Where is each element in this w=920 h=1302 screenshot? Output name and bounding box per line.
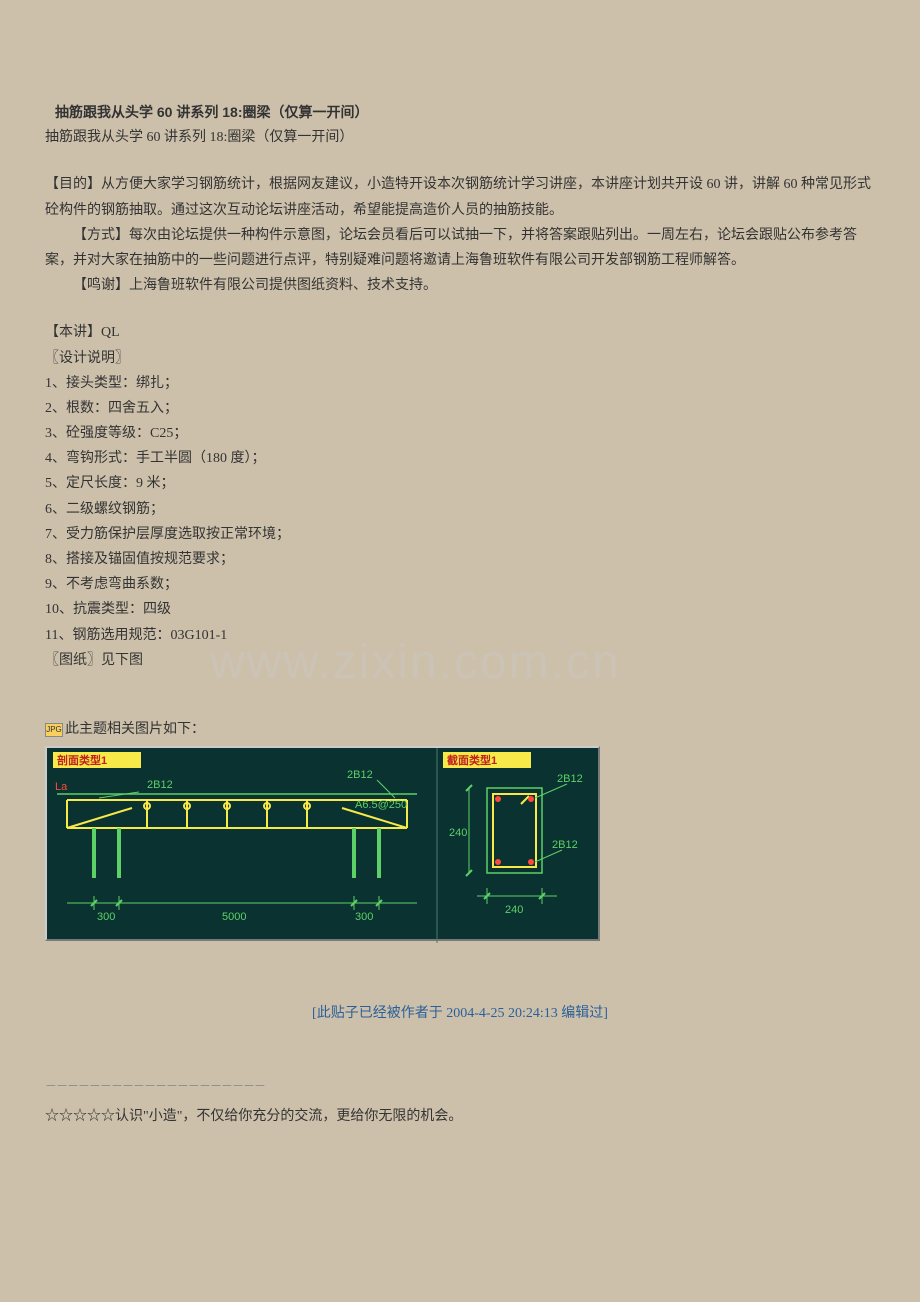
paragraph-this: 【本讲】QL [45, 320, 875, 345]
dim-240h: 240 [449, 827, 467, 839]
sec-2b12-top: 2B12 [557, 773, 583, 785]
list-item: 5、定尺长度：9 米； [45, 471, 875, 496]
related-image-text: 此主题相关图片如下： [65, 722, 205, 737]
engineering-diagram: 剖面类型1 [45, 746, 600, 941]
label-la: La [55, 781, 68, 793]
post-subtitle: 抽筋跟我从头学 60 讲系列 18:圈梁（仅算一开间） [45, 125, 875, 150]
list-item: 11、钢筋选用规范：03G101-1 [45, 623, 875, 648]
label-2b12-right: 2B12 [347, 769, 373, 781]
list-item: 3、砼强度等级：C25； [45, 421, 875, 446]
list-item: 9、不考虑弯曲系数； [45, 572, 875, 597]
right-title: 截面类型1 [447, 753, 497, 767]
signature-divider: －－－－－－－－－－－－－－－－－－－－ [45, 1076, 875, 1098]
related-image-line: JPG此主题相关图片如下： [45, 717, 875, 742]
label-2b12-top: 2B12 [147, 779, 173, 791]
diagram-svg: 剖面类型1 [47, 748, 602, 943]
left-title: 剖面类型1 [57, 753, 107, 767]
paragraph-method: 【方式】每次由论坛提供一种构件示意图，论坛会员看后可以试抽一下，并将答案跟贴列出… [45, 223, 875, 273]
dim-300-r: 300 [355, 911, 373, 923]
dim-300-l: 300 [97, 911, 115, 923]
paragraph-figure: 〖图纸〗见下图 [45, 648, 875, 673]
list-item: 7、受力筋保护层厚度选取按正常环境； [45, 522, 875, 547]
list-item: 2、根数：四舍五入； [45, 396, 875, 421]
list-item: 6、二级螺纹钢筋； [45, 497, 875, 522]
sec-2b12-bot: 2B12 [552, 839, 578, 851]
list-item: 10、抗震类型：四级 [45, 597, 875, 622]
jpg-icon: JPG [45, 723, 63, 737]
dim-5000: 5000 [222, 911, 246, 923]
signature-text: ☆☆☆☆☆认识"小造"，不仅给你充分的交流，更给你无限的机会。 [45, 1104, 875, 1129]
dim-240w: 240 [505, 904, 523, 916]
list-item: 4、弯钩形式：手工半圆（180 度）； [45, 446, 875, 471]
paragraph-design: 〖设计说明〗 [45, 346, 875, 371]
edit-note: [此贴子已经被作者于 2004-4-25 20:24:13 编辑过] [45, 1001, 875, 1026]
list-item: 1、接头类型：绑扎； [45, 371, 875, 396]
paragraph-purpose: 【目的】从方便大家学习钢筋统计，根据网友建议，小造特开设本次钢筋统计学习讲座，本… [45, 172, 875, 222]
paragraph-thanks: 【鸣谢】上海鲁班软件有限公司提供图纸资料、技术支持。 [45, 273, 875, 298]
label-stirrup: A6.5@250 [355, 799, 407, 811]
list-item: 8、搭接及锚固值按规范要求； [45, 547, 875, 572]
post-title-bold: 抽筋跟我从头学 60 讲系列 18:圈梁（仅算一开间） [55, 100, 875, 125]
page-container: www.zixin.com.cn 抽筋跟我从头学 60 讲系列 18:圈梁（仅算… [0, 0, 920, 1302]
